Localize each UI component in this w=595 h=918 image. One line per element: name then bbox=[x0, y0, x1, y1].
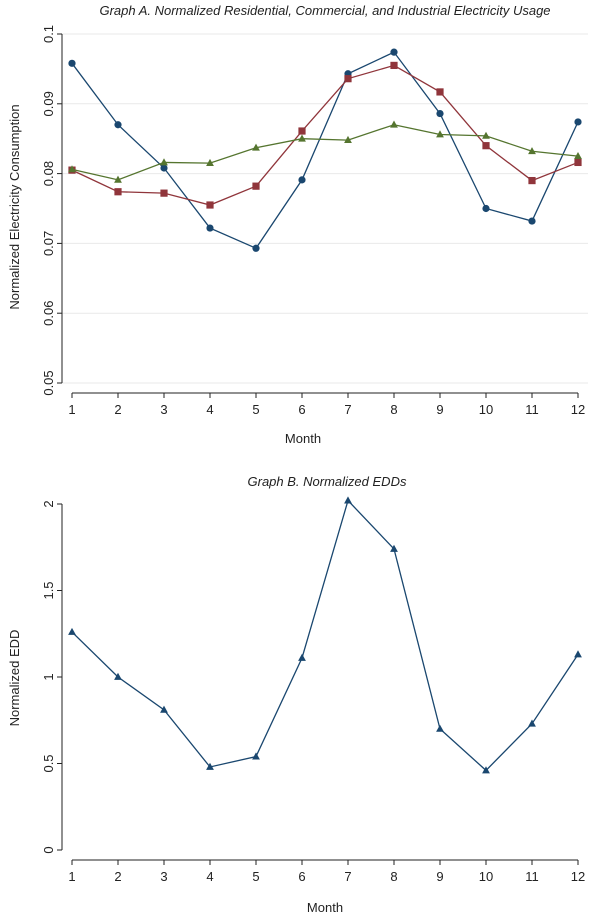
graph-b-y-tick-label: 0.5 bbox=[41, 754, 56, 772]
graph-b-y-tick-label: 1.5 bbox=[41, 581, 56, 599]
graph-b-series-1-point bbox=[344, 496, 352, 504]
graph-a-series-2-point bbox=[114, 188, 122, 196]
graph-a-series-3-point bbox=[344, 135, 352, 143]
graph-a-x-tick-label: 6 bbox=[298, 402, 305, 417]
graph-a-series-1-point bbox=[482, 204, 490, 213]
graph-b-x-tick-label: 5 bbox=[252, 869, 259, 884]
graph-a-series-3-point bbox=[298, 134, 306, 142]
graph-a-series-3-point bbox=[206, 158, 214, 167]
graph-a-series-1-point bbox=[114, 121, 122, 129]
graph-a-series-1-point bbox=[68, 59, 76, 67]
graph-a-series-1-point bbox=[160, 164, 168, 172]
graph-a-y-tick-label: 0.1 bbox=[41, 25, 56, 43]
graph-b-x-tick-label: 12 bbox=[571, 869, 585, 884]
graph-a-series-2-point bbox=[574, 158, 582, 167]
graph-b-x-tick-label: 3 bbox=[160, 869, 167, 884]
graph-b-series-1-point bbox=[160, 705, 168, 713]
graph-a: Graph A. Normalized Residential, Commerc… bbox=[7, 3, 588, 446]
graph-b-x-tick-label: 4 bbox=[206, 869, 213, 884]
graph-a-y-tick-label: 0.09 bbox=[41, 91, 56, 116]
graph-a-x-tick-label: 2 bbox=[114, 402, 121, 417]
graph-a-series-2-line bbox=[71, 64, 579, 206]
graph-b-x-tick-label: 2 bbox=[114, 869, 121, 884]
graph-a-series-3-point bbox=[528, 147, 536, 155]
graph-a-series-1-point bbox=[252, 244, 260, 252]
graph-a-series-2-point bbox=[298, 127, 306, 135]
graph-b-y-tick-label: 2 bbox=[41, 500, 56, 507]
graph-b-x-tick-label: 9 bbox=[436, 869, 443, 884]
graph-a-y-tick-label: 0.05 bbox=[41, 370, 56, 395]
graph-a-series-3-point bbox=[114, 175, 122, 183]
graph-a-series-3-point bbox=[482, 131, 490, 139]
graph-a-series-3-point bbox=[390, 120, 398, 128]
graph-b-series-1-point bbox=[298, 653, 306, 661]
graph-b-y-tick-label: 0 bbox=[41, 846, 56, 853]
graph-a-y-tick-label: 0.06 bbox=[41, 301, 56, 326]
graph-a-x-tick-label: 8 bbox=[390, 402, 397, 417]
graph-b-series-1-point bbox=[390, 544, 398, 552]
graph-a-series-3-line bbox=[71, 124, 579, 181]
graph-a-series-2-point bbox=[252, 182, 260, 190]
graph-b-x-tick-label: 7 bbox=[344, 869, 351, 884]
graph-b-series-1-point bbox=[114, 672, 122, 680]
graph-a-series-2-point bbox=[482, 142, 490, 150]
graph-a-series-3-point bbox=[574, 151, 582, 160]
graph-a-x-axis-label: Month bbox=[285, 431, 321, 446]
graph-a-series-1-point bbox=[436, 109, 444, 118]
graph-a-x-tick-label: 3 bbox=[160, 402, 167, 417]
graph-b-series-1-point bbox=[436, 724, 444, 732]
graph-a-series-3-point bbox=[252, 143, 260, 151]
graph-b-x-tick-label: 10 bbox=[479, 869, 493, 884]
graph-a-series-1-point bbox=[574, 118, 582, 126]
graph-a-series-1-line bbox=[71, 51, 579, 250]
graph-b-x-tick-label: 8 bbox=[390, 869, 397, 884]
graph-a-series-2-point bbox=[344, 75, 352, 83]
graph-a-series-1-point bbox=[298, 176, 306, 184]
graph-a-series-2-point bbox=[390, 61, 398, 70]
graph-b-title: Graph B. Normalized EDDs bbox=[248, 474, 407, 489]
graph-a-y-tick-label: 0.07 bbox=[41, 231, 56, 256]
graph-b-series-1-point bbox=[528, 719, 536, 727]
graph-a-x-tick-label: 9 bbox=[436, 402, 443, 417]
graph-a-y-tick-label: 0.08 bbox=[41, 161, 56, 186]
graph-a-series-1-point bbox=[528, 217, 536, 225]
graph-b-x-tick-label: 1 bbox=[68, 869, 75, 884]
graph-a-series-1-point bbox=[390, 48, 398, 56]
graph-a-x-tick-label: 1 bbox=[68, 402, 75, 417]
graph-a-x-tick-label: 5 bbox=[252, 402, 259, 417]
graph-a-series-2-point bbox=[160, 189, 168, 197]
graph-b-x-tick-label: 6 bbox=[298, 869, 305, 884]
graph-a-title: Graph A. Normalized Residential, Commerc… bbox=[99, 3, 550, 18]
graph-a-series-2-point bbox=[528, 176, 536, 185]
graph-b: Graph B. Normalized EDDs Month Normalize… bbox=[7, 474, 585, 915]
graph-a-y-axis-label: Normalized Electricity Consumption bbox=[7, 104, 22, 309]
graph-b-series-1-line bbox=[71, 499, 579, 772]
graph-b-series-1-point bbox=[206, 762, 214, 770]
graph-b-series-1-point bbox=[574, 650, 582, 658]
graph-b-x-tick-label: 11 bbox=[525, 869, 539, 884]
graph-a-x-tick-label: 4 bbox=[206, 402, 213, 417]
graph-a-series-2-point bbox=[436, 88, 444, 96]
graph-b-series-1-point bbox=[68, 627, 76, 635]
graph-b-y-tick-label: 1 bbox=[41, 673, 56, 680]
graph-b-series-1-point bbox=[482, 766, 490, 774]
graph-a-x-tick-label: 10 bbox=[479, 402, 493, 417]
graph-a-x-tick-label: 7 bbox=[344, 402, 351, 417]
graph-b-x-axis-label: Month bbox=[307, 900, 343, 915]
graph-a-x-tick-label: 11 bbox=[525, 402, 539, 417]
graph-a-x-tick-label: 12 bbox=[571, 402, 585, 417]
graph-a-series-3-point bbox=[68, 165, 76, 173]
graph-a-series-3-point bbox=[436, 130, 444, 138]
graph-a-series-2-point bbox=[206, 201, 214, 209]
graph-b-y-axis-label: Normalized EDD bbox=[7, 630, 22, 727]
graph-a-series-3-point bbox=[160, 158, 168, 166]
graph-a-series-1-point bbox=[206, 224, 214, 232]
graph-b-series-1-point bbox=[252, 752, 260, 760]
